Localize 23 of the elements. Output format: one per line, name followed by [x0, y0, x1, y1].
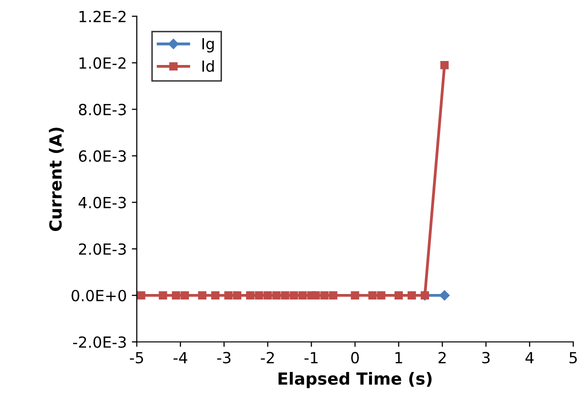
x-tick-label: 2: [438, 352, 446, 364]
x-tick-label: 1: [395, 352, 402, 364]
y-tick-label: 2.0E-3: [78, 243, 126, 255]
x-axis-title: Elapsed Time (s): [278, 372, 432, 388]
x-tick-label: -1: [304, 352, 318, 364]
y-axis-title: Current (A): [48, 128, 64, 232]
x-tick-label: -5: [130, 352, 144, 364]
y-tick-label: 4.0E-3: [78, 196, 126, 208]
x-tick-label: 0: [351, 352, 359, 364]
y-tick-label: 0.0E+0: [72, 290, 126, 302]
y-tick-label: -2.0E-3: [73, 336, 126, 348]
x-tick-label: -3: [217, 352, 230, 364]
y-tick-label: 8.0E-3: [78, 104, 126, 116]
x-tick-label: -2: [260, 352, 274, 364]
y-tick-label: 6.0E-3: [78, 150, 126, 162]
x-tick-label: 5: [570, 352, 577, 364]
x-tick-label: 3: [482, 352, 490, 364]
y-tick-label: 1.0E-2: [80, 57, 126, 69]
legend-label: Ig: [202, 38, 214, 52]
x-tick-label: 4: [526, 352, 534, 364]
legend-label: Id: [202, 60, 214, 72]
x-tick-label: -4: [174, 352, 188, 364]
y-tick-label: 1.2E-2: [80, 10, 126, 22]
